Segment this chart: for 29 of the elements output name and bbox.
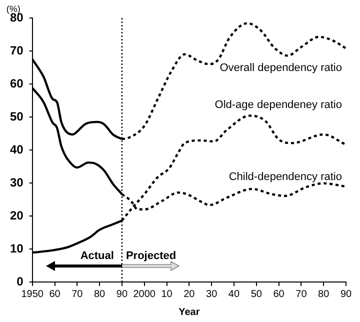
x-tick-label: 30: [206, 288, 218, 300]
x-tick-label: 70: [296, 288, 308, 300]
x-tick-label: 10: [161, 288, 173, 300]
series-label: Old-age dependeney ratio: [214, 99, 342, 112]
x-tick-label: 2000: [133, 288, 156, 300]
x-tick-label: 60: [273, 288, 285, 300]
x-tick-label: 90: [116, 288, 128, 300]
y-tick-label: 60: [10, 76, 24, 90]
x-tick-label: 90: [340, 288, 352, 300]
x-tick-label: 60: [49, 288, 61, 300]
annotation: Actual: [80, 250, 114, 262]
x-tick-label: 80: [94, 288, 106, 300]
y-tick-label: 70: [10, 43, 24, 58]
y-tick-label: 50: [10, 109, 24, 124]
series-label: Overall dependency ratio: [220, 62, 342, 74]
y-tick-label: 10: [10, 241, 24, 256]
y-tick-label: 40: [10, 142, 24, 156]
x-tick-label: 1950: [21, 288, 44, 300]
x-axis-title: Year: [178, 306, 200, 318]
x-tick-label: 70: [72, 288, 84, 300]
x-tick-label: 50: [250, 288, 262, 300]
y-tick-label: 0: [16, 274, 24, 288]
series-label: Child-dependency ratio: [228, 170, 342, 183]
y-tick-label: 20: [10, 208, 24, 222]
x-tick-label: 20: [184, 288, 196, 300]
annotation: Projected: [126, 250, 176, 262]
y-tick-label: 30: [10, 175, 24, 190]
x-tick-label: 40: [228, 288, 240, 300]
x-tick-label: 80: [318, 288, 330, 300]
